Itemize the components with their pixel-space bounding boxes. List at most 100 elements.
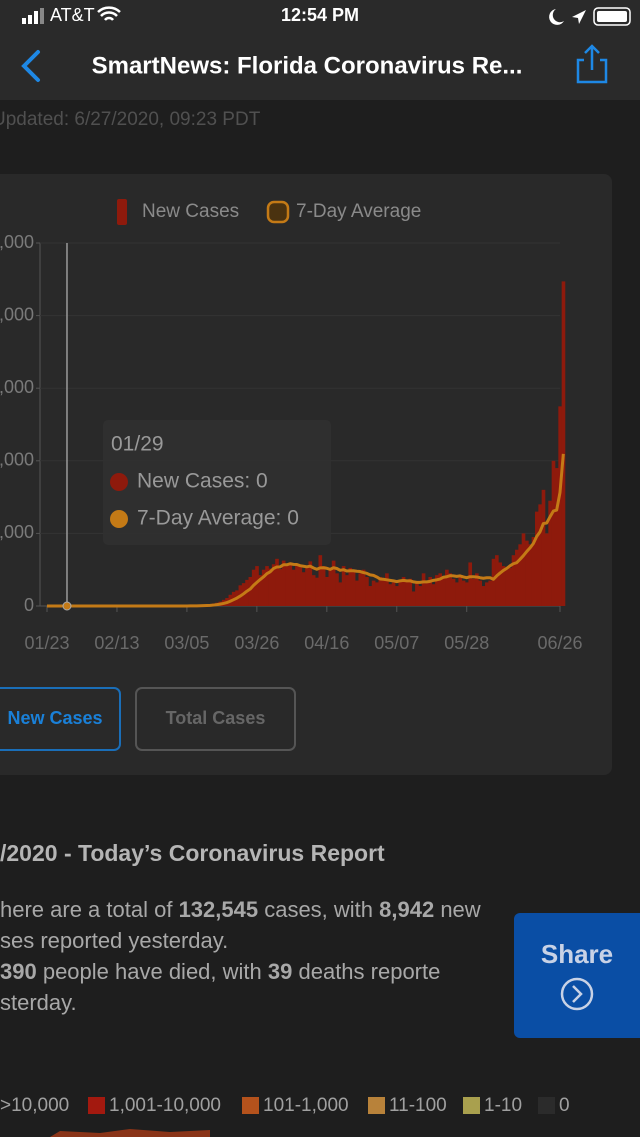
tooltip-line: 7-Day Average: 0 — [137, 507, 299, 530]
bar — [381, 578, 386, 606]
bar — [371, 580, 376, 606]
legend-swatch — [538, 1097, 555, 1114]
legend-swatch — [117, 199, 127, 225]
report-segment: deaths reporte — [292, 959, 440, 984]
bar — [428, 576, 433, 606]
bar — [291, 569, 296, 606]
x-tick-label: 02/13 — [94, 633, 139, 653]
bar — [538, 504, 542, 606]
bar — [508, 567, 512, 606]
report-segment: 390 — [0, 959, 37, 984]
x-tick-label: 03/26 — [234, 633, 279, 653]
bar — [275, 558, 279, 606]
bar — [388, 584, 393, 606]
bar — [285, 566, 289, 606]
y-tick-label: 0 — [24, 595, 34, 615]
chart: New Cases 7-Day Average 0 2,000 4,000 6,000 8,… — [0, 199, 583, 751]
bar — [558, 406, 562, 606]
bar — [328, 569, 333, 606]
bar — [365, 576, 369, 606]
back-button[interactable] — [21, 50, 40, 82]
report-segment: here are a total of — [0, 897, 179, 922]
bar — [545, 533, 549, 606]
bar — [551, 460, 556, 606]
bar — [398, 580, 403, 606]
share-arrow — [572, 985, 583, 1003]
report-segment: people have died, with — [37, 959, 268, 984]
bar — [325, 576, 329, 606]
toggle-button[interactable] — [0, 687, 121, 751]
report-line: sterday. — [0, 990, 77, 1015]
report-segment: 39 — [268, 959, 292, 984]
bar — [355, 580, 359, 606]
bar — [321, 566, 326, 606]
bar — [478, 580, 483, 606]
map-edge — [50, 1129, 210, 1137]
legend-label: 11-100 — [389, 1095, 447, 1116]
y-tick-label: 10,000 — [0, 232, 34, 252]
x-tick-label: 06/26 — [537, 633, 582, 653]
bar — [555, 468, 559, 606]
bar — [465, 582, 469, 606]
report-segment: 132,545 — [179, 897, 259, 922]
bar — [408, 578, 413, 606]
bar — [278, 568, 283, 606]
bar — [541, 489, 546, 606]
bar — [535, 511, 539, 606]
bar — [251, 569, 256, 606]
bar — [341, 566, 346, 606]
nav-bar — [0, 0, 640, 100]
bar — [528, 544, 532, 606]
bar — [491, 558, 496, 606]
bar — [265, 566, 269, 606]
bar — [288, 562, 293, 606]
report-line: 390 people have died, with 39 deaths rep… — [0, 959, 440, 984]
bar — [448, 573, 453, 606]
updated-text: Updated: 6/27/2020, 09:23 PDT — [0, 109, 261, 130]
bar — [378, 576, 383, 606]
legend-label: >10,000 — [0, 1095, 69, 1116]
bar — [258, 575, 263, 606]
report-text: here are a total of 132,545 cases, with … — [0, 897, 481, 1015]
x-tick-label: 05/28 — [444, 633, 489, 653]
bar — [518, 544, 522, 606]
share-button[interactable] — [514, 913, 640, 1038]
bar — [438, 573, 443, 606]
bar — [411, 591, 416, 606]
bar — [338, 582, 343, 606]
bar — [455, 582, 459, 606]
legend-swatch — [368, 1097, 385, 1114]
bar — [348, 567, 353, 606]
x-tick-label: 03/05 — [164, 633, 209, 653]
location-icon — [572, 10, 586, 24]
battery-level — [597, 11, 627, 22]
legend-swatch — [463, 1097, 480, 1114]
share-label: Share — [541, 939, 613, 969]
y-tick-label: 2,000 — [0, 522, 34, 542]
bar — [385, 573, 389, 606]
legend-label: New Cases — [142, 201, 239, 222]
bar — [418, 586, 423, 606]
toggle-button[interactable] — [135, 687, 296, 751]
tooltip-date: 01/29 — [111, 433, 164, 456]
report-line: here are a total of 132,545 cases, with … — [0, 897, 481, 922]
tooltip-dot — [110, 510, 128, 528]
bar — [495, 555, 499, 606]
bar — [501, 566, 506, 606]
clock: 12:54 PM — [281, 5, 359, 25]
tooltip-line: New Cases: 0 — [137, 470, 268, 493]
bar — [521, 533, 526, 606]
bar — [335, 573, 339, 606]
bar — [435, 575, 439, 606]
share-icon[interactable] — [576, 44, 608, 84]
bar — [318, 555, 323, 606]
carrier: AT&T — [50, 5, 95, 25]
report-segment: new — [434, 897, 481, 922]
bar — [445, 569, 449, 606]
signal-icon — [22, 8, 44, 24]
bar — [358, 573, 363, 606]
bar — [498, 562, 503, 606]
legend-swatch — [266, 200, 290, 224]
